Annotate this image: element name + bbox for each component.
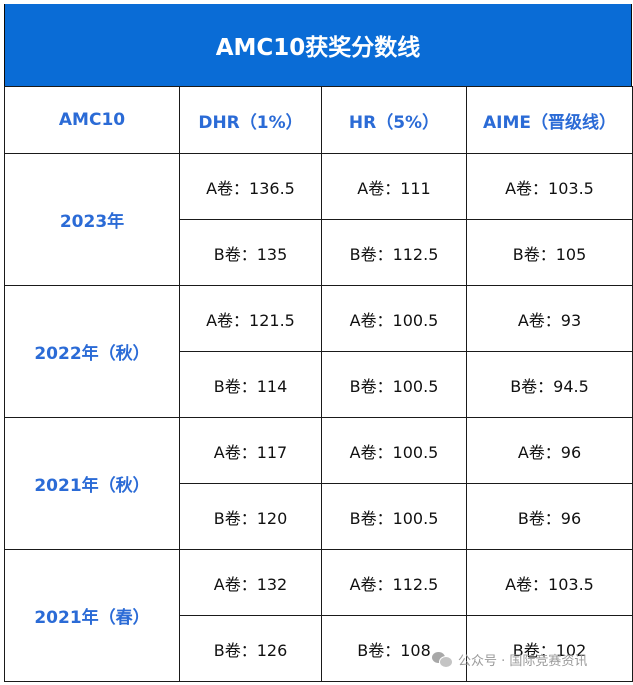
table-row: 2022年（秋） A卷：121.5 A卷：100.5 A卷：93 [4, 285, 633, 418]
dhr-cell: B卷：120 [179, 483, 322, 550]
header-row: AMC10 DHR（1%） HR（5%） AIME（晋级线） [4, 86, 633, 154]
dhr-cell: B卷：135 [179, 219, 322, 286]
hr-cell: A卷：100.5 [321, 417, 467, 484]
dhr-cell: A卷：132 [179, 549, 322, 616]
hr-cell: B卷：100.5 [321, 483, 467, 550]
aime-cell: A卷：93 [466, 285, 633, 352]
dhr-cell: A卷：117 [179, 417, 322, 484]
aime-cell: B卷：94.5 [466, 351, 633, 418]
hr-cell: B卷：108 [321, 615, 467, 682]
year-cell: 2021年（春） [4, 549, 180, 682]
hr-cell: B卷：112.5 [321, 219, 467, 286]
hr-cell: A卷：100.5 [321, 285, 467, 352]
table-row: B卷：114 B卷：100.5 B卷：94.5 [5, 351, 633, 418]
table-row: 2021年（春） A卷：132 A卷：112.5 A卷：103.5 [4, 549, 633, 682]
table-row: B卷：135 B卷：112.5 B卷：105 [5, 219, 633, 286]
header-amc10: AMC10 [4, 86, 180, 154]
aime-cell: A卷：103.5 [466, 549, 633, 616]
hr-cell: B卷：100.5 [321, 351, 467, 418]
aime-cell: B卷：96 [466, 483, 633, 550]
table-title: AMC10获奖分数线 [4, 4, 632, 86]
score-table: AMC10 DHR（1%） HR（5%） AIME（晋级线） 2023年 A卷：… [4, 86, 633, 682]
aime-cell: B卷：105 [466, 219, 633, 286]
year-cell: 2023年 [4, 153, 180, 286]
aime-cell: A卷：103.5 [466, 153, 633, 220]
hr-cell: A卷：111 [321, 153, 467, 220]
year-cell: 2022年（秋） [4, 285, 180, 418]
aime-cell: B卷：102 [466, 615, 633, 682]
dhr-cell: B卷：126 [179, 615, 322, 682]
table-row: B卷：120 B卷：100.5 B卷：96 [5, 483, 633, 550]
aime-cell: A卷：96 [466, 417, 633, 484]
hr-cell: A卷：112.5 [321, 549, 467, 616]
year-cell: 2021年（秋） [4, 417, 180, 550]
table-row: 2023年 A卷：136.5 A卷：111 A卷：103.5 [4, 153, 633, 286]
table-row: B卷：126 B卷：108 B卷：102 [5, 615, 633, 682]
table-row: 2021年（秋） A卷：117 A卷：100.5 A卷：96 [4, 417, 633, 550]
header-hr: HR（5%） [321, 86, 467, 154]
header-aime: AIME（晋级线） [466, 86, 633, 154]
dhr-cell: A卷：121.5 [179, 285, 322, 352]
dhr-cell: B卷：114 [179, 351, 322, 418]
dhr-cell: A卷：136.5 [179, 153, 322, 220]
header-dhr: DHR（1%） [179, 86, 322, 154]
